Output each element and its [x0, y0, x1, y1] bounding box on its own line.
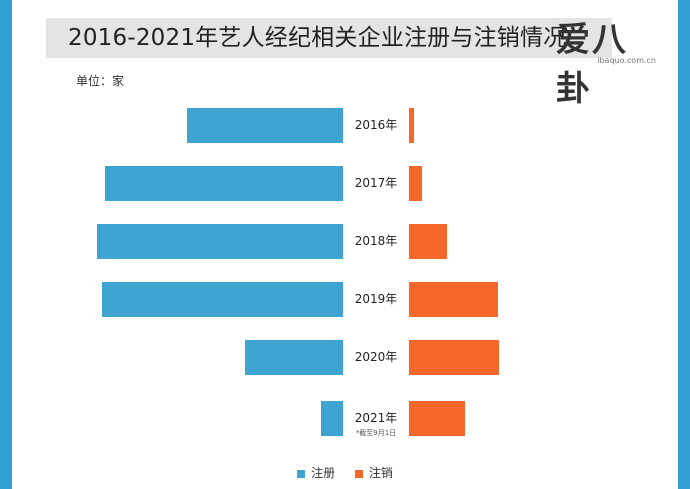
- right-frame-stripe: [678, 0, 690, 489]
- bar-registered-5: [321, 401, 343, 436]
- title-bar: [46, 18, 612, 58]
- chart-legend: 注册 注销: [0, 464, 690, 481]
- legend-label-cancelled: 注销: [368, 466, 393, 480]
- bar-registered-4: [245, 340, 343, 375]
- left-frame-stripe: [0, 0, 12, 489]
- bar-registered-2: [97, 224, 343, 259]
- legend-swatch-registered: [297, 469, 306, 478]
- bar-registered-0: [187, 108, 343, 143]
- bar-cancelled-0: [409, 108, 414, 143]
- bar-registered-3: [102, 282, 343, 317]
- category-label-0: 2016年: [355, 118, 398, 132]
- legend-item-cancelled: 注销: [354, 464, 393, 481]
- category-note-5: *截至9月1日: [356, 428, 396, 437]
- category-label-1: 2017年: [355, 176, 398, 190]
- category-label-5: 2021年: [355, 411, 398, 425]
- legend-label-registered: 注册: [311, 466, 336, 480]
- bar-cancelled-2: [409, 224, 447, 259]
- bar-cancelled-1: [409, 166, 422, 201]
- category-label-4: 2020年: [355, 350, 398, 364]
- category-label-2: 2018年: [355, 234, 398, 248]
- chart-title: 2016-2021年艺人经纪相关企业注册与注销情况: [68, 25, 567, 51]
- unit-label: 单位：家: [76, 74, 125, 88]
- logo-subtext: ibaquo.com.cn: [597, 56, 656, 65]
- logo-text: 爱八卦: [556, 20, 628, 109]
- bar-cancelled-4: [409, 340, 499, 375]
- site-logo: 爱八卦 ibaquo.com.cn: [556, 12, 676, 109]
- bar-cancelled-3: [409, 282, 498, 317]
- legend-item-registered: 注册: [297, 464, 335, 481]
- bar-cancelled-5: [409, 401, 465, 436]
- legend-swatch-cancelled: [354, 469, 363, 478]
- year-label-column: [343, 94, 409, 442]
- bar-registered-1: [105, 166, 343, 201]
- category-label-3: 2019年: [355, 292, 398, 306]
